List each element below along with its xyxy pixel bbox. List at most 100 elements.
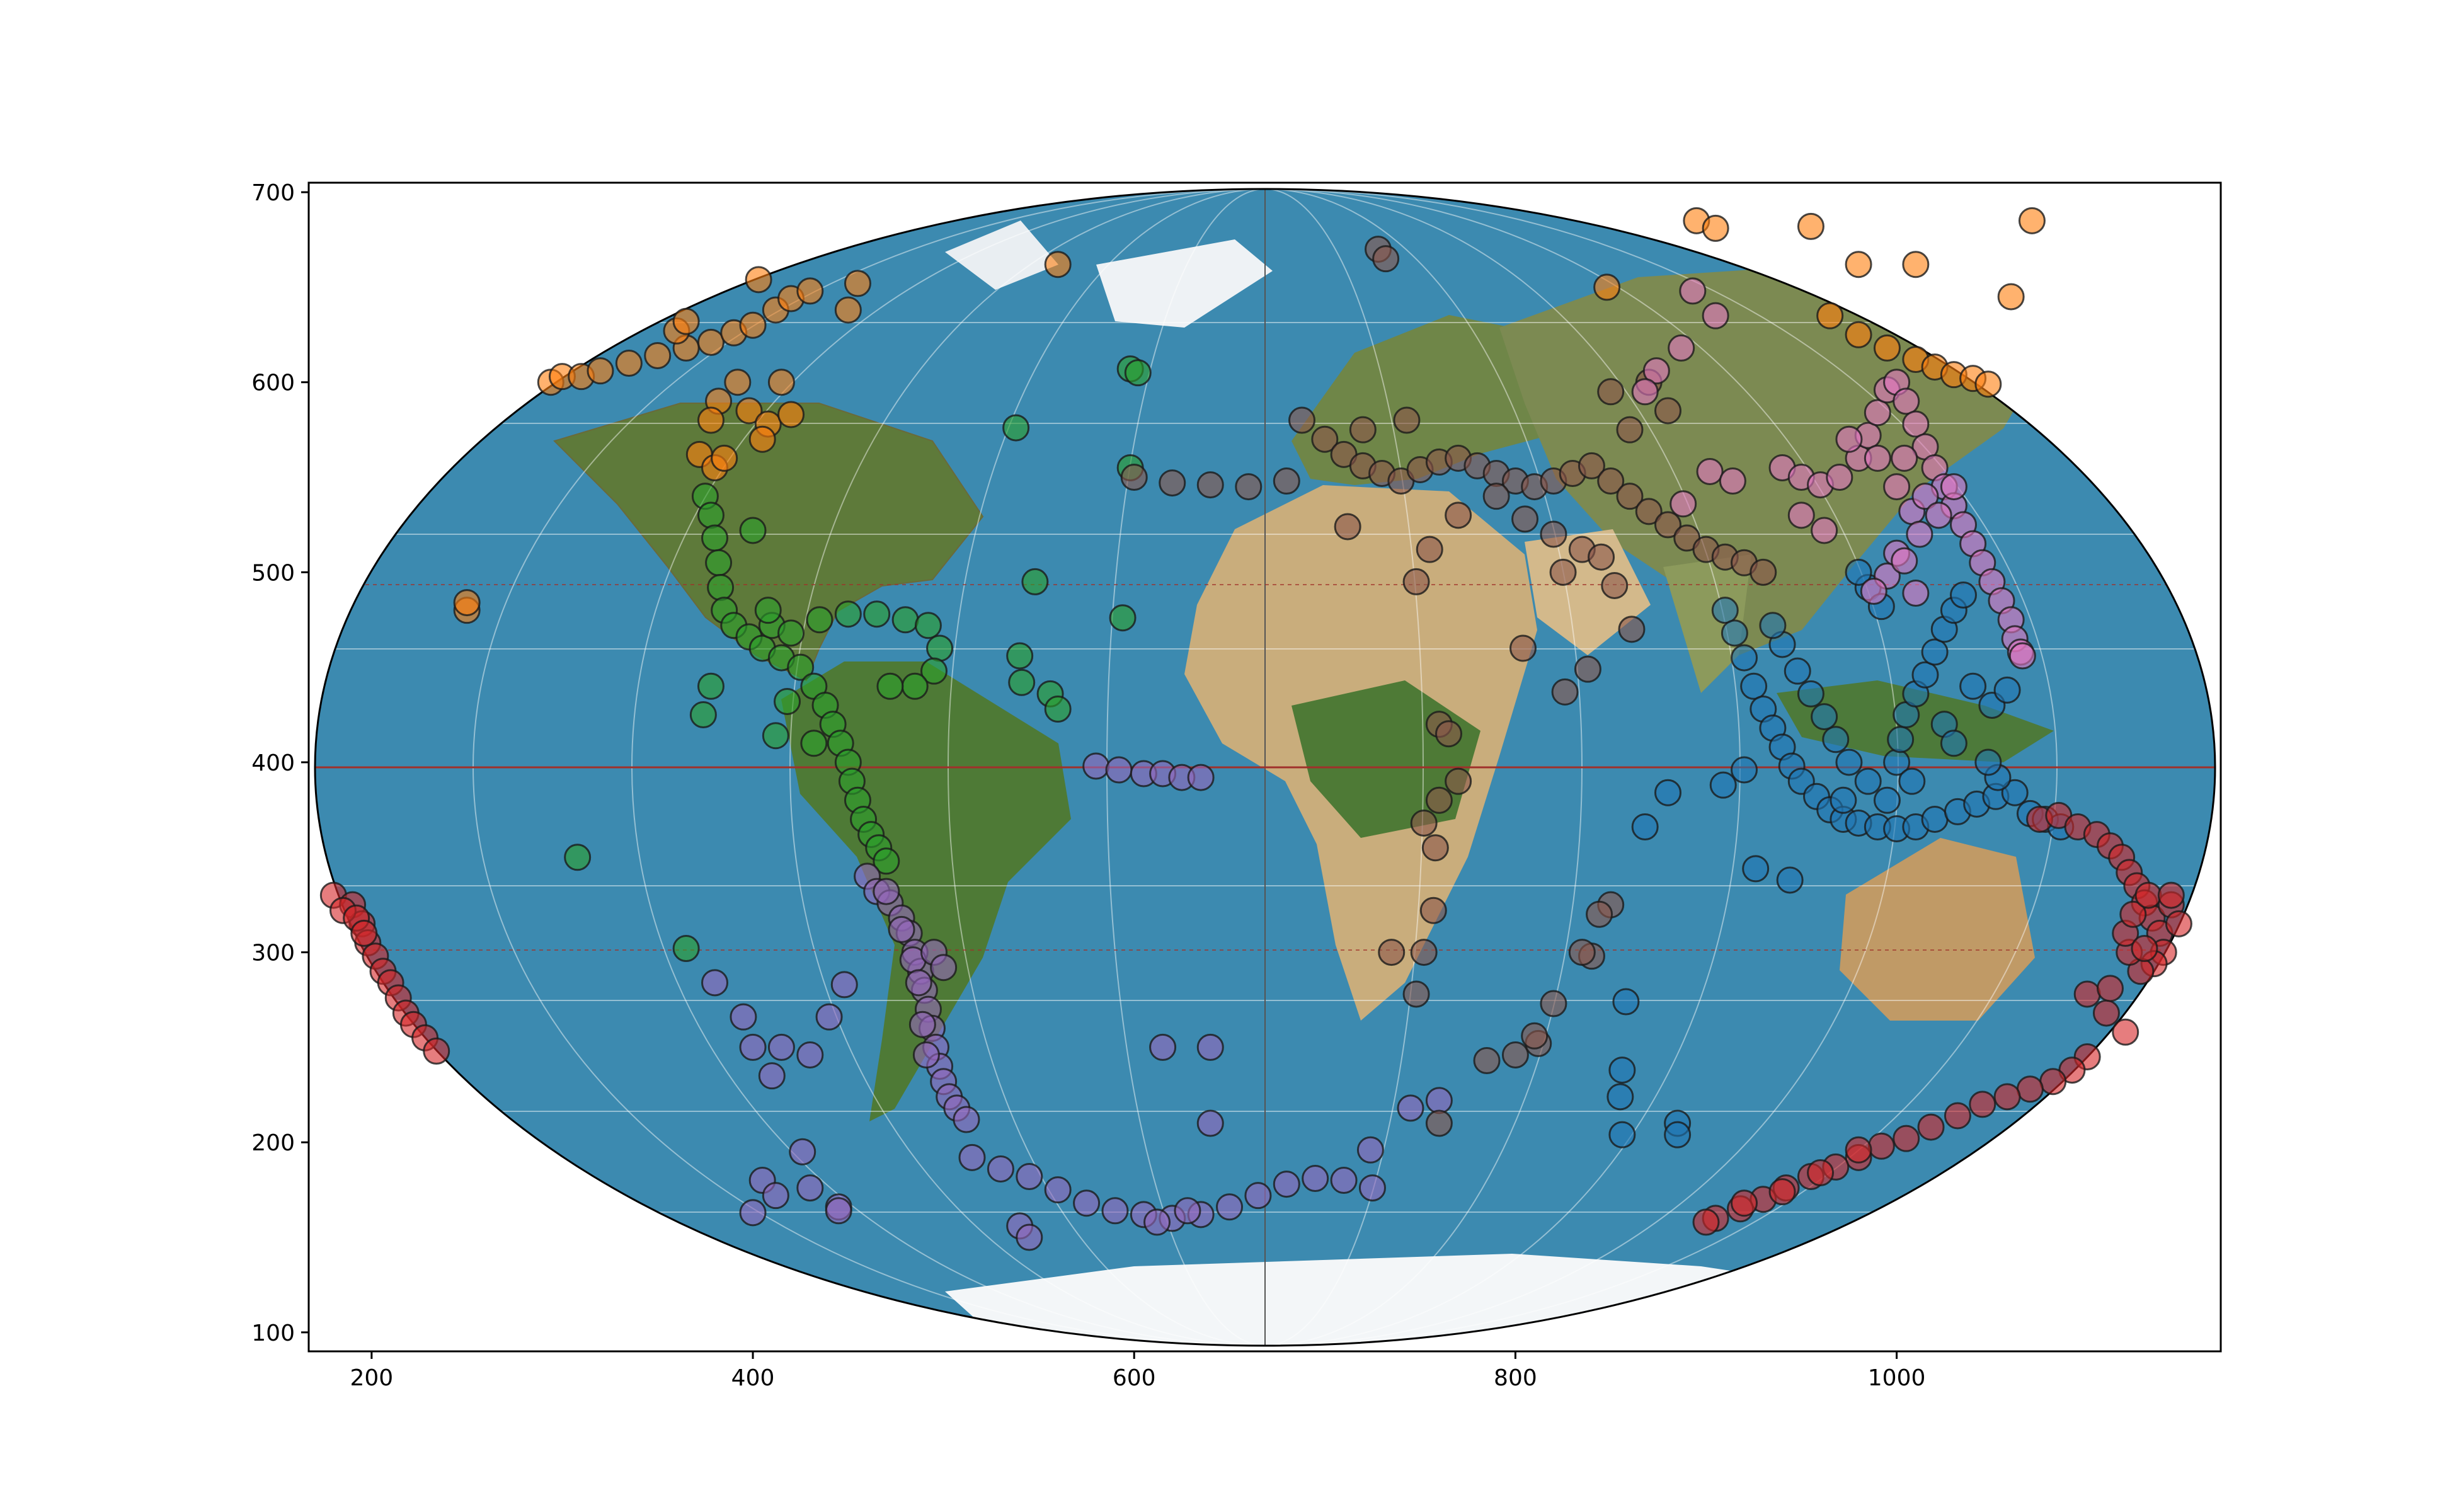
earthquake-point — [1891, 444, 1918, 472]
earthquake-point — [1608, 1057, 1636, 1084]
earthquake-point — [2165, 910, 2192, 937]
earthquake-point — [1845, 558, 1872, 586]
earthquake-point — [1893, 1125, 1920, 1152]
earthquake-point — [1044, 696, 1072, 723]
earthquake-point — [423, 1037, 450, 1065]
x-axis: 200 400 600 800 1000 — [350, 1351, 1925, 1391]
y-tick-label: 700 — [251, 180, 295, 206]
earthquake-point — [1410, 809, 1438, 837]
earthquake-point — [1696, 457, 1724, 485]
earthquake-point — [739, 1033, 767, 1061]
earthquake-point — [2112, 1018, 2139, 1046]
earthquake-point — [2073, 980, 2101, 1008]
earthquake-point — [1124, 359, 1152, 387]
earthquake-point — [735, 397, 763, 425]
earthquake-point — [1692, 1208, 1720, 1236]
earthquake-point — [953, 1106, 980, 1133]
earthquake-point — [1940, 730, 1967, 757]
earthquake-point — [1974, 370, 2002, 398]
earthquake-point — [1902, 410, 1930, 438]
earthquake-point — [1679, 277, 1707, 305]
x-tick-label: 400 — [731, 1365, 775, 1391]
y-tick-label: 100 — [251, 1320, 295, 1346]
earthquake-point — [1006, 642, 1034, 670]
earthquake-point — [1797, 680, 1824, 707]
earthquake-point — [830, 971, 858, 999]
earthquake-point — [1664, 1121, 1692, 1148]
earthquake-point — [787, 653, 815, 681]
earthquake-point — [1902, 580, 1930, 607]
earthquake-point — [825, 1197, 852, 1225]
earthquake-point — [891, 606, 919, 634]
x-tick-label: 200 — [350, 1365, 393, 1391]
earthquake-point — [1511, 505, 1539, 533]
earthquake-point — [1864, 444, 1891, 472]
earthquake-point — [1445, 767, 1472, 795]
earthquake-point — [1612, 988, 1640, 1016]
earthquake-point — [1768, 1178, 1796, 1206]
y-tick-label: 400 — [251, 750, 295, 776]
earthquake-point — [1588, 543, 1615, 571]
earthquake-point — [1608, 1121, 1636, 1148]
earthquake-point — [1551, 678, 1579, 706]
earthquake-point — [1887, 726, 1915, 753]
earthquake-point — [1993, 1083, 2021, 1111]
earthquake-point — [1521, 1022, 1549, 1050]
earthquake-point — [1288, 406, 1316, 434]
earthquake-point — [1273, 467, 1300, 495]
earthquake-point — [1787, 501, 1815, 529]
earthquake-point — [1883, 473, 1911, 501]
earthquake-point — [1372, 245, 1400, 273]
earthquake-point — [1873, 334, 1901, 362]
y-tick-label: 300 — [251, 941, 295, 966]
earthquake-point — [1742, 855, 1770, 883]
earthquake-point — [1021, 568, 1049, 595]
earthquake-point — [789, 1138, 816, 1166]
earthquake-point — [1797, 212, 1824, 240]
earthquake-point — [888, 915, 915, 943]
earthquake-point — [876, 672, 904, 700]
earthquake-point — [863, 600, 891, 628]
earthquake-point — [987, 1155, 1014, 1183]
earthquake-point — [1393, 406, 1421, 434]
earthquake-point — [1845, 321, 1872, 348]
earthquake-point — [672, 935, 700, 963]
earthquake-point — [1670, 490, 1697, 518]
earthquake-point — [1642, 357, 1670, 385]
earthquake-point — [1601, 571, 1629, 599]
earthquake-point — [1616, 416, 1644, 444]
earthquake-point — [697, 328, 724, 356]
earthquake-point — [701, 969, 729, 997]
earthquake-point — [1631, 813, 1659, 841]
earthquake-point — [1830, 786, 1857, 814]
earthquake-point — [1149, 1033, 1177, 1061]
earthquake-point — [1101, 1197, 1129, 1225]
earthquake-point — [1196, 1109, 1224, 1137]
series-6 — [1631, 277, 2036, 670]
x-tick-label: 800 — [1494, 1365, 1537, 1391]
earthquake-point — [724, 369, 752, 396]
earthquake-point — [1002, 414, 1030, 442]
earthquake-point — [1898, 767, 1926, 795]
land-greenland — [1096, 239, 1273, 328]
earthquake-point — [1702, 214, 1729, 242]
earthquake-point — [1425, 1087, 1453, 1114]
earthquake-point — [1397, 1094, 1424, 1122]
earthquake-point — [2016, 1075, 2044, 1103]
earthquake-point — [1044, 1176, 1072, 1204]
earthquake-point — [1911, 483, 1939, 510]
earthquake-point — [767, 1033, 795, 1061]
earthquake-points — [319, 207, 2192, 1251]
earthquake-point — [1435, 720, 1463, 748]
earthquake-point — [1378, 939, 1406, 966]
earthquake-point — [1654, 397, 1681, 425]
earthquake-point — [2134, 881, 2162, 909]
earthquake-point — [1174, 1197, 1201, 1225]
earthquake-point — [1826, 464, 1853, 491]
earthquake-point — [1402, 980, 1430, 1008]
earthquake-point — [1784, 657, 1811, 685]
earthquake-point — [762, 1182, 789, 1210]
earthquake-point — [1105, 756, 1133, 784]
earthquake-point — [1867, 1132, 1895, 1160]
earthquake-point — [1740, 672, 1768, 700]
